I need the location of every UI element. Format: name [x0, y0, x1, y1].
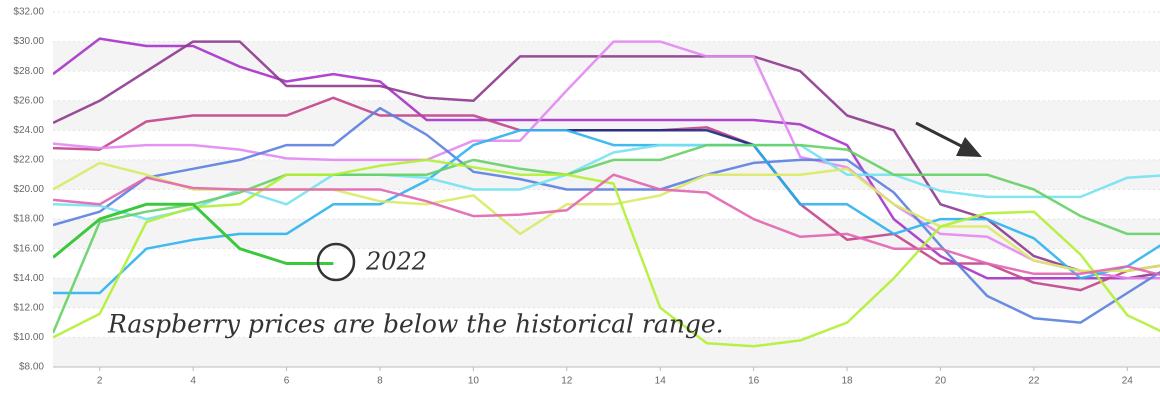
x-tick-label: 10 [468, 376, 480, 387]
callout-circle [316, 242, 356, 282]
series-line [53, 37, 1160, 280]
y-tick-label: $20.00 [13, 184, 44, 195]
arrow [915, 121, 982, 157]
x-tick-label: 6 [284, 376, 290, 387]
y-tick-label: $8.00 [19, 362, 44, 373]
y-tick-label: $18.00 [13, 214, 44, 225]
annotation: 2022 [365, 248, 427, 276]
x-tick-label: 4 [190, 376, 196, 387]
series-line [53, 143, 1160, 334]
band [53, 278, 1160, 308]
y-tick-label: $24.00 [13, 125, 44, 136]
y-tick-label: $12.00 [13, 302, 44, 313]
x-tick-label: 16 [748, 376, 760, 387]
y-tick-label: $10.00 [13, 332, 44, 343]
x-tick-label: 22 [1028, 376, 1040, 387]
series-line [53, 158, 1160, 348]
series-line [53, 106, 1160, 324]
x-tick-label: 24 [1122, 376, 1134, 387]
series-line [53, 40, 1160, 280]
y-tick-label: $32.00 [13, 7, 44, 18]
band [53, 337, 1160, 367]
y-tick-label: $22.00 [13, 155, 44, 166]
x-tick-label: 8 [377, 376, 383, 387]
x-tick-label: 2 [97, 376, 103, 387]
x-tick-label: 18 [841, 376, 853, 387]
annotation: Raspberry prices are below the historica… [107, 310, 724, 339]
x-tick-label: 12 [561, 376, 573, 387]
series-line [53, 202, 334, 265]
y-tick-label: $30.00 [13, 36, 44, 47]
y-tick-label: $26.00 [13, 95, 44, 106]
y-tick-label: $16.00 [13, 243, 44, 254]
series-line [53, 129, 1160, 295]
y-tick-label: $14.00 [13, 273, 44, 284]
x-tick-label: 20 [935, 376, 947, 387]
y-tick-label: $28.00 [13, 66, 44, 77]
series-line [53, 173, 1160, 277]
x-tick-label: 14 [655, 376, 667, 387]
